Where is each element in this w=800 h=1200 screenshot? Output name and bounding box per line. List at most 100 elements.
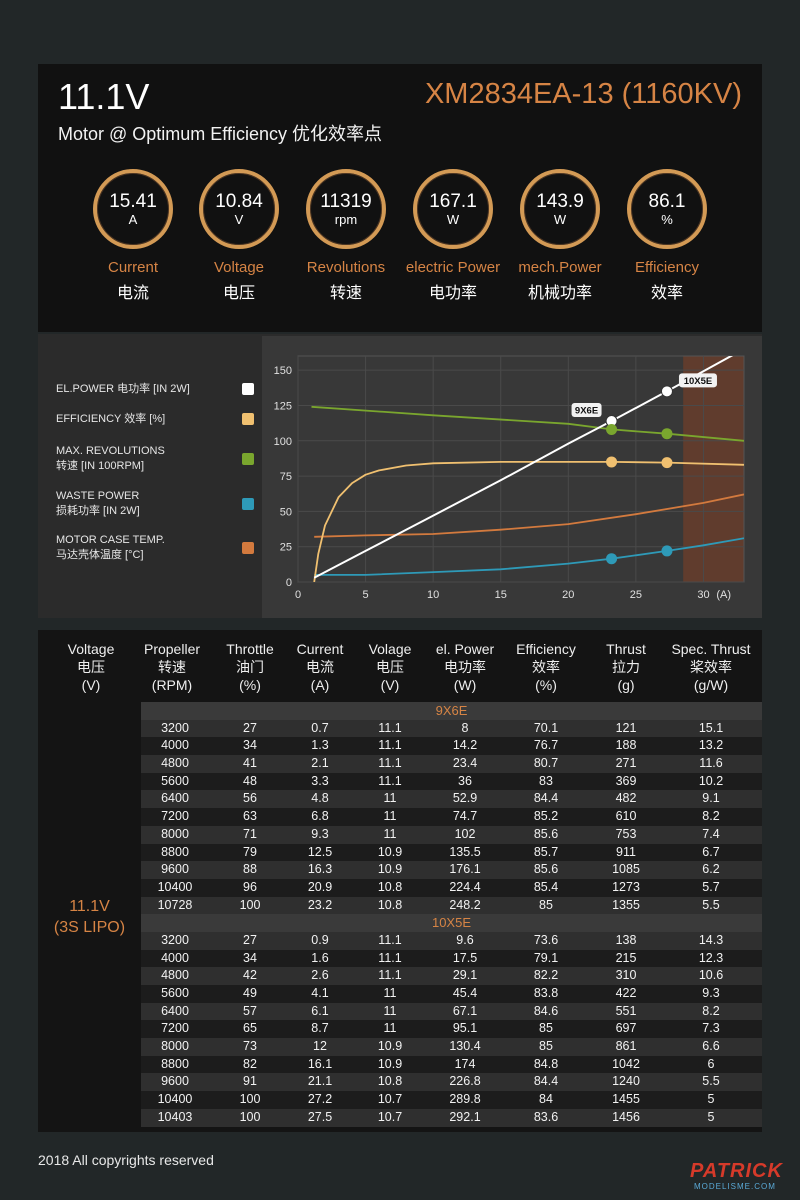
table-cell: 14.2 bbox=[452, 738, 478, 753]
table-cell: 6.2 bbox=[702, 862, 720, 877]
table-row: 5600 48 3.3 11.1 36 83 369 10.2 bbox=[141, 772, 762, 791]
y-tick-label: 50 bbox=[280, 506, 292, 518]
table-cell: 7.3 bbox=[702, 1021, 720, 1036]
overload-region bbox=[683, 356, 744, 582]
table-cell: 1355 bbox=[612, 897, 640, 912]
stat-label-en: Efficiency bbox=[635, 259, 699, 276]
propeller-group-rows: 3200 27 0.7 11.1 8 70.1 121 15.1 4000 34 1.3 11.1 14… bbox=[141, 719, 762, 915]
table-cell: 10.8 bbox=[377, 897, 403, 912]
stat-voltage: 10.84 V Voltage 电压 bbox=[184, 169, 294, 303]
column-header: Thrust 拉力 (g) bbox=[576, 640, 676, 694]
table-cell: 271 bbox=[615, 756, 637, 771]
column-header-cn: 电压 bbox=[376, 659, 404, 675]
table-cell: 135.5 bbox=[449, 844, 481, 859]
chart-area: 0 25 50 75 100 125 150 0 5 10 15 20 25 30 (A) 9X6E 10X5E bbox=[262, 336, 762, 618]
table-cell: 3.3 bbox=[311, 773, 329, 788]
propeller-group-header: 10X5E bbox=[141, 914, 762, 932]
stat-label-en: Voltage bbox=[213, 259, 265, 276]
stat-value: 86.1 bbox=[648, 190, 686, 212]
legend-label: WASTE POWER bbox=[56, 490, 140, 502]
table-cell: 8800 bbox=[161, 1056, 189, 1071]
table-cell: 5.7 bbox=[702, 879, 720, 894]
legend-item: MAX. REVOLUTIONS 转速 [IN 100RPM] bbox=[56, 444, 276, 474]
table-cell: 1240 bbox=[612, 1074, 640, 1089]
table-cell: 45.4 bbox=[452, 986, 478, 1000]
column-header-unit: (%) bbox=[535, 677, 557, 693]
table-cell: 10.2 bbox=[698, 773, 724, 788]
table-cell: 6400 bbox=[161, 791, 189, 806]
table-cell: 7.4 bbox=[702, 826, 720, 841]
column-header: Volage 电压 (V) bbox=[340, 640, 440, 694]
table-cell: 176.1 bbox=[449, 862, 481, 877]
column-header-en: Thrust bbox=[606, 641, 646, 657]
table-cell: 3200 bbox=[161, 720, 189, 735]
model-title: XM2834EA-13 (1160KV) bbox=[424, 78, 742, 110]
table-cell: 2.6 bbox=[311, 968, 329, 983]
table-cell: 76.7 bbox=[533, 738, 559, 753]
table-cell: 52.9 bbox=[452, 791, 478, 806]
table-cell: 67.1 bbox=[452, 1003, 478, 1018]
legend-label: EL.POWER 电功率 [IN 2W] bbox=[56, 383, 190, 395]
table-cell: 27.2 bbox=[307, 1092, 333, 1107]
table-cell: 95.1 bbox=[452, 1021, 478, 1036]
table-row: 8000 71 9.3 11 102 85.6 753 7.4 bbox=[141, 825, 762, 844]
table-cell: 1456 bbox=[612, 1109, 640, 1124]
table-row: 10400 96 20.9 10.8 224.4 85.4 1273 5.7 bbox=[141, 878, 762, 897]
x-tick-label: 10 bbox=[427, 589, 439, 601]
table-cell: 21.1 bbox=[307, 1074, 333, 1089]
table-body: 9X6E 3200 27 0.7 11.1 8 70.1 121 15.1 4000 34 1.3 11… bbox=[141, 702, 762, 1127]
table-cell: 23.2 bbox=[307, 897, 333, 912]
column-header-unit: (g/W) bbox=[693, 677, 729, 693]
y-tick-label: 125 bbox=[274, 400, 292, 412]
marker-point bbox=[606, 456, 618, 468]
table-cell: 9.3 bbox=[702, 986, 720, 1000]
column-header: Spec. Thrust 桨效率 (g/W) bbox=[661, 640, 761, 694]
stat-label-cn: 电压 bbox=[222, 285, 255, 302]
table-cell: 551 bbox=[615, 1003, 637, 1018]
stat-revolutions: 11319 rpm Revolutions 转速 bbox=[291, 169, 401, 303]
stat-label-en: Revolutions bbox=[306, 259, 386, 276]
table-cell: 100 bbox=[239, 1109, 261, 1124]
table-cell: 11.1 bbox=[378, 932, 402, 947]
table-cell: 100 bbox=[239, 1092, 261, 1107]
voltage-value: 11.1V bbox=[69, 898, 110, 915]
table-cell: 6.8 bbox=[311, 809, 329, 824]
column-header: Throttle 油门 (%) bbox=[200, 640, 300, 694]
table-row: 10728 100 23.2 10.8 248.2 85 1355 5.5 bbox=[141, 896, 762, 915]
stat-ring: 143.9 W bbox=[520, 169, 600, 249]
marker-label: 10X5E bbox=[684, 376, 713, 387]
table-cell: 48 bbox=[243, 773, 257, 788]
stat-label-cn: 效率 bbox=[650, 285, 683, 302]
table-cell: 11.1 bbox=[378, 950, 402, 965]
legend-item: EL.POWER 电功率 [IN 2W] bbox=[56, 382, 276, 397]
table-cell: 1085 bbox=[612, 862, 640, 877]
y-tick-label: 25 bbox=[280, 542, 292, 554]
series-line-2 bbox=[311, 405, 744, 442]
table-cell: 82 bbox=[243, 1056, 257, 1071]
table-row: 5600 49 4.1 11 45.4 83.8 422 9.3 bbox=[141, 985, 762, 1003]
table-cell: 8000 bbox=[161, 1039, 189, 1054]
column-header-cn: 转速 bbox=[158, 659, 186, 675]
stat-unit: A bbox=[128, 211, 138, 227]
table-cell: 369 bbox=[615, 773, 637, 788]
marker-label-box bbox=[678, 373, 717, 388]
table-cell: 1455 bbox=[612, 1092, 640, 1107]
table-cell: 10.6 bbox=[698, 968, 724, 983]
table-row: 6400 56 4.8 11 52.9 84.4 482 9.1 bbox=[141, 790, 762, 809]
legend-swatch bbox=[242, 498, 254, 510]
table-cell: 56 bbox=[243, 791, 257, 806]
table-cell: 422 bbox=[615, 986, 637, 1000]
table-cell: 41 bbox=[243, 756, 257, 771]
series-line-3 bbox=[314, 537, 744, 576]
table-cell: 9600 bbox=[161, 862, 189, 877]
stat-label-cn: 转速 bbox=[329, 285, 362, 302]
table-cell: 85.4 bbox=[533, 879, 559, 894]
table-row: 7200 65 8.7 11 95.1 85 697 7.3 bbox=[141, 1020, 762, 1039]
stat-value: 10.84 bbox=[215, 190, 263, 212]
table-cell: 74.7 bbox=[452, 809, 478, 824]
table-cell: 10.8 bbox=[377, 879, 403, 894]
table-cell: 82.2 bbox=[533, 968, 559, 983]
column-header-en: el. Power bbox=[435, 641, 495, 657]
